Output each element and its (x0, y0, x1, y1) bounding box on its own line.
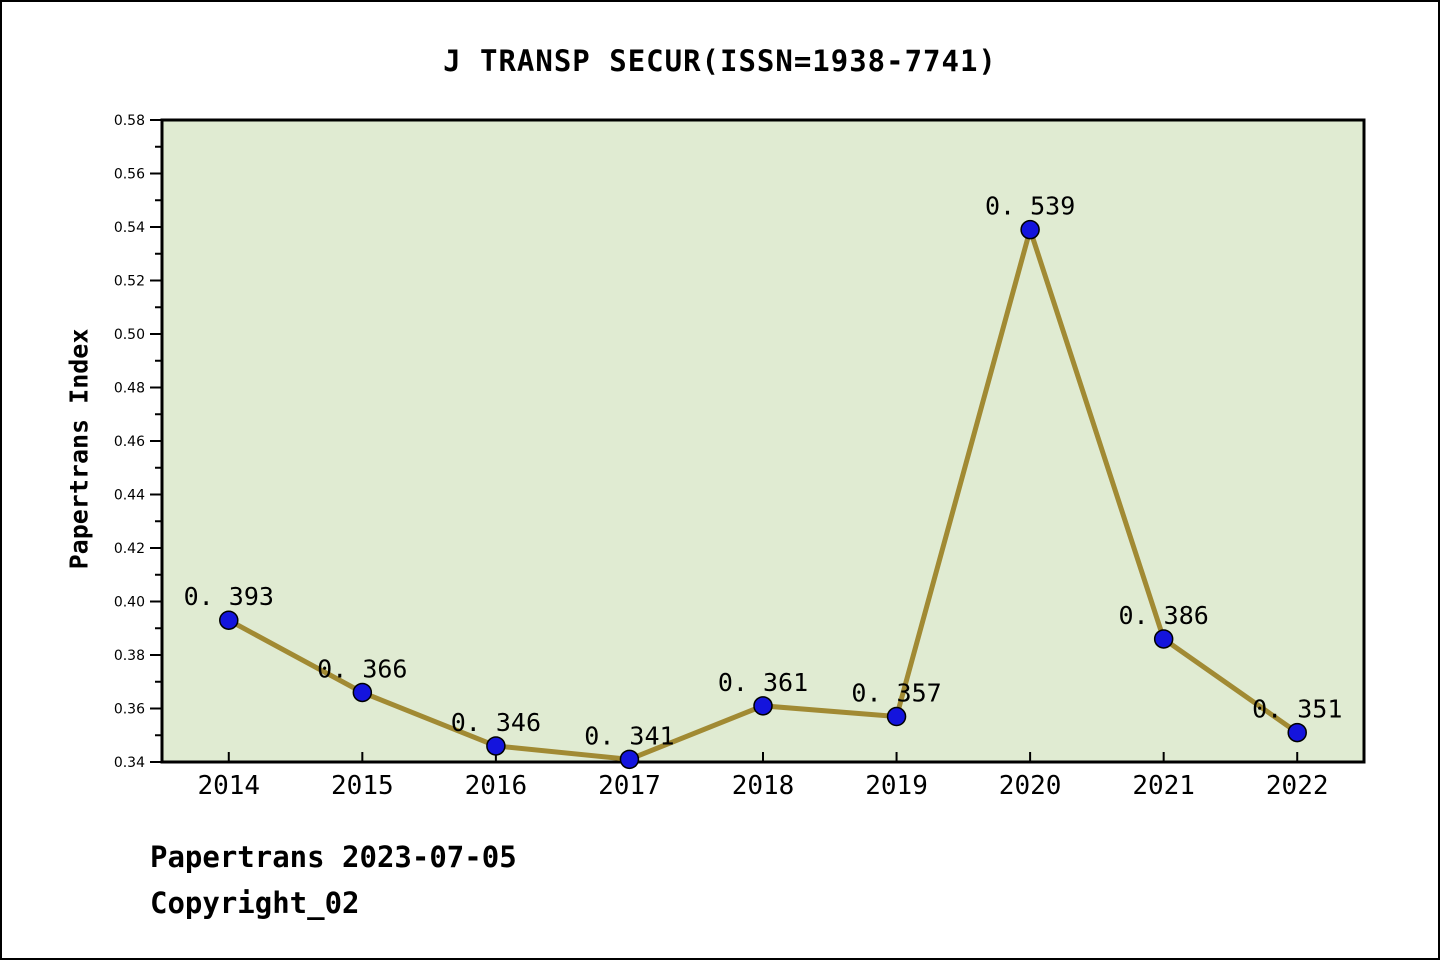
y-tick-label: 0.48 (114, 381, 145, 397)
y-tick-label: 0.44 (114, 488, 145, 504)
point-label: 0. 366 (317, 654, 407, 683)
data-point (619, 749, 640, 770)
y-tick-label: 0.54 (114, 220, 145, 236)
x-tick-label: 2021 (1132, 771, 1195, 801)
y-tick-label: 0.58 (114, 113, 145, 129)
point-label: 0. 341 (584, 721, 674, 750)
data-point (1153, 629, 1174, 649)
plot-area (160, 118, 1366, 764)
y-tick-label: 0.42 (114, 541, 145, 557)
y-tick-label: 0.46 (114, 434, 145, 450)
x-tick-label: 2017 (598, 771, 661, 801)
x-tick-label: 2015 (331, 771, 394, 801)
footer-source-date: Papertrans 2023-07-05 (150, 840, 517, 874)
y-tick-label: 0.52 (114, 274, 145, 290)
x-tick-label: 2014 (197, 771, 260, 801)
data-point (753, 696, 773, 716)
y-tick-label: 0.34 (114, 755, 145, 771)
data-point (1287, 722, 1307, 743)
y-tick-label: 0.36 (114, 702, 145, 718)
y-tick-label: 0.56 (114, 167, 145, 183)
x-tick-label: 2020 (999, 771, 1062, 801)
data-point (486, 736, 506, 756)
point-label: 0. 386 (1119, 601, 1209, 630)
footer-copyright: Copyright_02 (150, 886, 360, 920)
data-point (886, 706, 907, 727)
data-point (352, 682, 373, 703)
point-label: 0. 393 (184, 582, 274, 611)
point-label: 0. 351 (1252, 695, 1342, 724)
chart-title: J TRANSP SECUR(ISSN=1938-7741) (443, 44, 997, 78)
data-point (1020, 219, 1040, 240)
y-tick-label: 0.40 (114, 595, 145, 611)
x-tick-label: 2019 (865, 771, 928, 801)
data-point (219, 610, 239, 630)
point-label: 0. 357 (851, 679, 941, 708)
x-tick-label: 2016 (465, 771, 528, 801)
point-label: 0. 346 (451, 708, 541, 737)
x-tick-label: 2022 (1266, 771, 1329, 801)
point-label: 0. 361 (718, 668, 808, 697)
x-tick-label: 2018 (732, 771, 795, 801)
y-tick-label: 0.38 (114, 648, 145, 664)
y-tick-label: 0.50 (114, 327, 145, 343)
point-label: 0. 539 (985, 192, 1075, 221)
